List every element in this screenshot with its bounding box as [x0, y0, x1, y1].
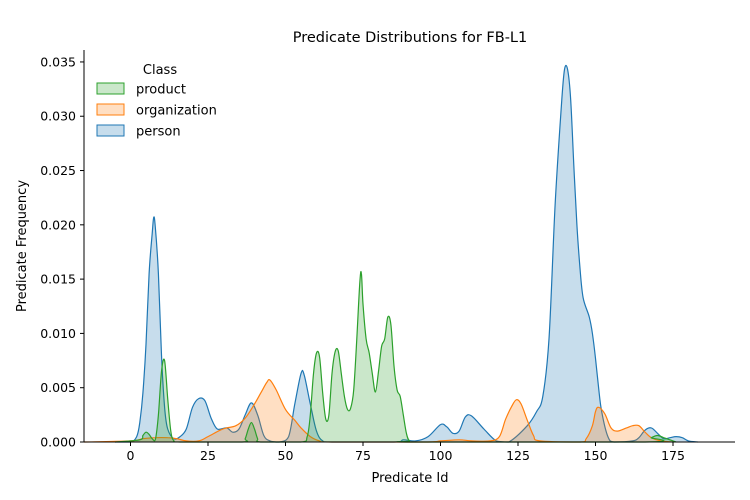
y-tick-label: 0.015	[40, 272, 76, 287]
x-tick-label: 100	[429, 448, 453, 463]
y-ticks: 0.000 0.005 0.010 0.015 0.020 0.025 0.030 0.035	[40, 54, 84, 450]
y-tick-label: 0.005	[40, 380, 76, 395]
legend-label-product: product	[136, 83, 186, 98]
legend-swatch-organization	[96, 103, 125, 116]
density-area-organization	[84, 379, 673, 442]
density-area-product	[115, 271, 677, 442]
legend-label-person: person	[136, 125, 181, 140]
density-area-person	[115, 65, 698, 443]
y-tick-label: 0.010	[40, 326, 76, 341]
y-tick-label: 0.025	[40, 163, 76, 178]
y-tick-label: 0.000	[40, 435, 76, 450]
chart-title: Predicate Distributions for FB-L1	[293, 30, 528, 46]
x-tick-label: 150	[584, 448, 608, 463]
x-tick-label: 125	[506, 448, 530, 463]
legend-label-organization: organization	[136, 104, 217, 119]
legend-swatch-person	[96, 124, 125, 137]
x-tick-label: 0	[127, 448, 135, 463]
x-tick-label: 25	[200, 448, 216, 463]
x-tick-label: 75	[355, 448, 371, 463]
y-tick-label: 0.020	[40, 217, 76, 232]
legend-title: Class	[143, 63, 177, 78]
y-axis-label: Predicate Frequency	[15, 180, 30, 312]
x-ticks: 0 25 50 75 100 125 150 175	[127, 442, 685, 463]
density-line-organization	[83, 378, 674, 443]
x-tick-label: 50	[278, 448, 294, 463]
x-axis-label: Predicate Id	[372, 471, 449, 486]
y-tick-label: 0.035	[40, 54, 76, 69]
series-layer	[83, 64, 698, 443]
x-tick-label: 175	[661, 448, 685, 463]
density-line-person	[115, 64, 698, 443]
y-tick-label: 0.030	[40, 109, 76, 124]
density-line-product	[114, 270, 677, 443]
legend-swatch-product	[96, 82, 125, 95]
legend: Class product organization person	[96, 63, 217, 140]
